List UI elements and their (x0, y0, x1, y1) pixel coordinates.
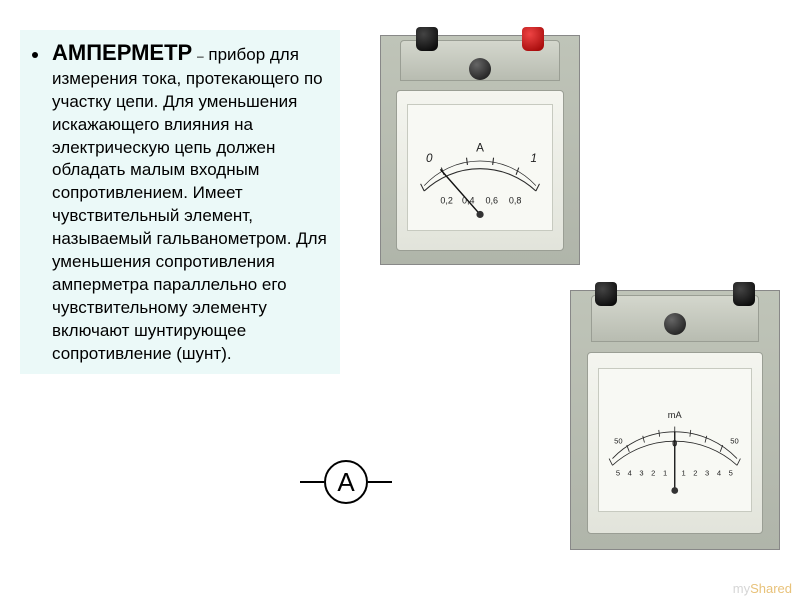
device1-scale: 0 A 1 0,2 0,4 0,6 0,8 (408, 105, 552, 230)
device2-face: mA 0 50 50 5 4 3 2 1 1 2 3 4 5 (598, 368, 752, 512)
d1-04: 0,4 (462, 196, 475, 206)
d1-unit: A (476, 141, 484, 154)
ammeter-photo-1: 0 A 1 0,2 0,4 0,6 0,8 (380, 35, 580, 265)
symbol-circle: A (324, 460, 368, 504)
svg-text:4: 4 (717, 468, 721, 477)
svg-text:5: 5 (729, 468, 733, 477)
svg-text:1: 1 (682, 468, 686, 477)
svg-text:1: 1 (663, 468, 667, 477)
d1-02: 0,2 (440, 196, 453, 206)
body-text: прибор для измерения тока, протекающего … (52, 45, 327, 363)
svg-text:4: 4 (628, 468, 632, 477)
svg-text:2: 2 (651, 468, 655, 477)
d2-unit: mA (668, 410, 683, 420)
center-knob-icon (469, 58, 491, 80)
device2-dial: mA 0 50 50 5 4 3 2 1 1 2 3 4 5 (587, 352, 763, 534)
svg-text:3: 3 (705, 468, 709, 477)
terminal-left-icon (595, 282, 617, 306)
bullet-row: АМПЕРМЕТР – прибор для измерения тока, п… (32, 38, 336, 366)
d2-r50: 50 (731, 436, 739, 445)
definition-text: АМПЕРМЕТР – прибор для измерения тока, п… (52, 38, 336, 366)
d1-08: 0,8 (509, 196, 522, 206)
d1-label-0: 0 (426, 152, 433, 165)
terminal-right-icon (733, 282, 755, 306)
center-knob2-icon (664, 313, 686, 335)
svg-text:3: 3 (640, 468, 644, 477)
watermark: myShared (733, 581, 792, 596)
symbol-wire-left (300, 481, 324, 483)
device1-dial: 0 A 1 0,2 0,4 0,6 0,8 (396, 90, 564, 251)
ammeter-photo-2: mA 0 50 50 5 4 3 2 1 1 2 3 4 5 (570, 290, 780, 550)
device2-scale: mA 0 50 50 5 4 3 2 1 1 2 3 4 5 (599, 369, 751, 511)
symbol-wire-right (368, 481, 392, 483)
ammeter-symbol: A (300, 460, 392, 504)
d2-l50: 50 (614, 436, 622, 445)
watermark-left: my (733, 581, 750, 596)
d1-label-1: 1 (530, 152, 537, 165)
dash: – (197, 49, 204, 63)
bullet-icon (32, 52, 38, 58)
terminal-black-icon (416, 27, 438, 51)
svg-text:5: 5 (616, 468, 620, 477)
term: АМПЕРМЕТР (52, 40, 192, 65)
symbol-letter: A (337, 467, 354, 498)
d1-06: 0,6 (485, 196, 498, 206)
terminal-red-icon (522, 27, 544, 51)
definition-block: АМПЕРМЕТР – прибор для измерения тока, п… (20, 30, 340, 374)
watermark-right: Shared (750, 581, 792, 596)
svg-text:2: 2 (694, 468, 698, 477)
d2-zero: 0 (672, 439, 677, 449)
device1-face: 0 A 1 0,2 0,4 0,6 0,8 (407, 104, 553, 231)
